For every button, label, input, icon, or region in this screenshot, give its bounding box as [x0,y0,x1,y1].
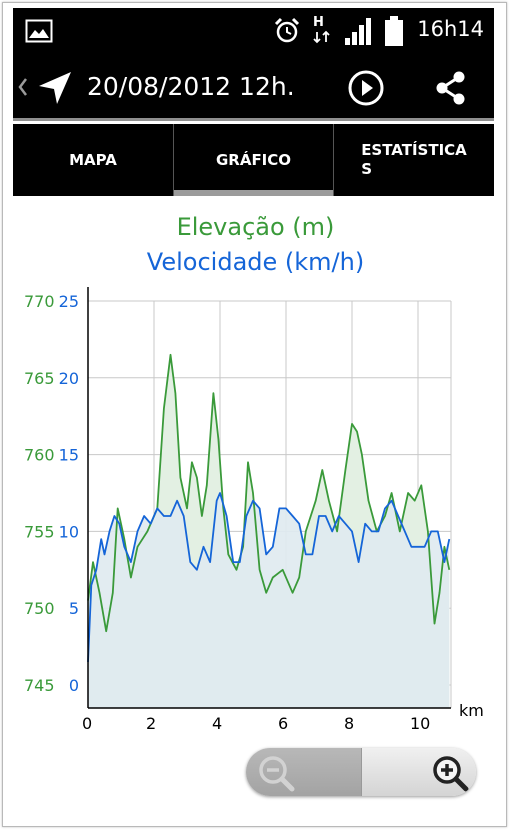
tab-estatisticas[interactable]: ESTATÍSTICA S [333,124,494,196]
zoom-out-button[interactable] [246,748,361,796]
navigation-arrow-icon[interactable] [35,68,75,112]
page-title: 20/08/2012 12h. [87,72,295,101]
zoom-controls [246,748,476,796]
tab-bar: MAPA GRÁFICO ESTATÍSTICA S [13,124,494,196]
chart-title-elevation: Elevação (m) [176,213,335,241]
battery-icon [383,15,405,51]
signal-icon [343,16,373,50]
hspa-data-icon: H [311,12,335,50]
app-bar-divider [13,118,494,121]
play-icon[interactable] [347,69,385,111]
back-chevron-icon[interactable] [17,77,29,101]
tab-selected-indicator [174,190,333,196]
tab-label: MAPA [69,151,117,169]
chart-title-speed: Velocidade (km/h) [146,248,365,276]
zoom-out-icon [256,753,296,796]
tab-label: ESTATÍSTICA S [361,141,467,178]
tab-grafico[interactable]: GRÁFICO [173,124,333,196]
tab-mapa[interactable]: MAPA [13,124,173,196]
share-icon[interactable] [433,70,469,110]
tab-label: GRÁFICO [215,151,292,169]
gallery-notification-icon [25,19,53,47]
alarm-icon [273,17,301,49]
app-bar: 20/08/2012 12h. [13,54,494,121]
zoom-in-icon [430,753,470,796]
status-clock: 16h14 [417,17,484,41]
zoom-in-button[interactable] [361,748,476,796]
chart-area [13,196,494,821]
network-type-label: H [313,15,324,30]
status-bar: H 16h14 [13,8,494,54]
